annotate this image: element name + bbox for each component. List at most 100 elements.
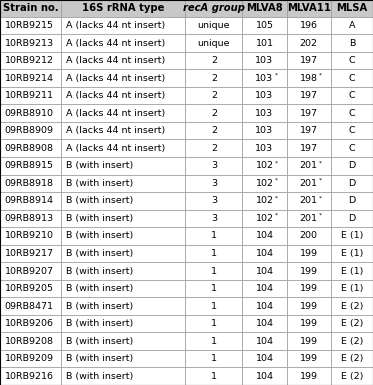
Bar (0, 367, 61, 385)
Text: 199: 199 (300, 266, 318, 276)
Bar (61, 87, 185, 104)
Text: 10RB9214: 10RB9214 (4, 74, 53, 83)
Bar (242, 0, 286, 17)
Bar (185, 157, 242, 174)
Text: 2: 2 (211, 91, 217, 100)
Text: MLVA8: MLVA8 (246, 3, 283, 13)
Text: 201: 201 (300, 214, 318, 223)
Text: 199: 199 (300, 354, 318, 363)
Bar (185, 297, 242, 315)
Text: 102: 102 (256, 161, 273, 170)
Bar (0, 34, 61, 52)
Text: A (lacks 44 nt insert): A (lacks 44 nt insert) (66, 109, 165, 118)
Bar (286, 245, 331, 262)
Bar (0, 69, 61, 87)
Text: 104: 104 (256, 372, 273, 381)
Text: 09RB8908: 09RB8908 (4, 144, 53, 153)
Text: 104: 104 (256, 319, 273, 328)
Bar (0, 104, 61, 122)
Text: 104: 104 (256, 266, 273, 276)
Bar (61, 17, 185, 34)
Bar (286, 17, 331, 34)
Text: 197: 197 (300, 109, 318, 118)
Bar (0, 332, 61, 350)
Text: C: C (349, 144, 355, 153)
Bar (185, 17, 242, 34)
Bar (286, 139, 331, 157)
Text: B (with insert): B (with insert) (66, 301, 133, 311)
Bar (61, 332, 185, 350)
Bar (286, 262, 331, 280)
Bar (0, 87, 61, 104)
Text: 10RB9207: 10RB9207 (4, 266, 53, 276)
Text: unique: unique (198, 38, 230, 47)
Bar (331, 139, 373, 157)
Bar (242, 174, 286, 192)
Bar (242, 367, 286, 385)
Text: 200: 200 (300, 231, 318, 241)
Bar (185, 192, 242, 210)
Bar (61, 192, 185, 210)
Text: 1: 1 (211, 354, 217, 363)
Bar (242, 34, 286, 52)
Text: 103: 103 (256, 144, 273, 153)
Bar (0, 227, 61, 245)
Bar (286, 174, 331, 192)
Bar (286, 280, 331, 297)
Text: 199: 199 (300, 372, 318, 381)
Text: 3: 3 (211, 179, 217, 188)
Text: 104: 104 (256, 336, 273, 346)
Text: 1: 1 (211, 336, 217, 346)
Bar (286, 157, 331, 174)
Text: 102: 102 (256, 179, 273, 188)
Text: 197: 197 (300, 126, 318, 135)
Text: D: D (348, 214, 355, 223)
Bar (331, 262, 373, 280)
Text: 1: 1 (211, 284, 217, 293)
Text: B: B (349, 38, 355, 47)
Bar (331, 122, 373, 139)
Text: *: * (319, 195, 322, 200)
Bar (0, 280, 61, 297)
Bar (0, 297, 61, 315)
Bar (242, 69, 286, 87)
Bar (286, 315, 331, 332)
Text: 09RB8915: 09RB8915 (4, 161, 53, 170)
Bar (185, 69, 242, 87)
Bar (61, 227, 185, 245)
Bar (331, 192, 373, 210)
Text: A (lacks 44 nt insert): A (lacks 44 nt insert) (66, 91, 165, 100)
Bar (61, 104, 185, 122)
Text: 104: 104 (256, 231, 273, 241)
Text: 09RB8918: 09RB8918 (4, 179, 53, 188)
Bar (331, 69, 373, 87)
Text: B (with insert): B (with insert) (66, 284, 133, 293)
Text: B (with insert): B (with insert) (66, 179, 133, 188)
Bar (61, 34, 185, 52)
Text: C: C (349, 91, 355, 100)
Text: 10RB9209: 10RB9209 (4, 354, 53, 363)
Bar (61, 69, 185, 87)
Bar (61, 52, 185, 69)
Text: D: D (348, 196, 355, 205)
Text: *: * (319, 213, 322, 218)
Text: A (lacks 44 nt insert): A (lacks 44 nt insert) (66, 74, 165, 83)
Bar (185, 262, 242, 280)
Bar (331, 17, 373, 34)
Bar (331, 315, 373, 332)
Bar (331, 157, 373, 174)
Text: 104: 104 (256, 354, 273, 363)
Text: B (with insert): B (with insert) (66, 231, 133, 241)
Text: 197: 197 (300, 144, 318, 153)
Bar (286, 210, 331, 227)
Bar (242, 17, 286, 34)
Text: A (lacks 44 nt insert): A (lacks 44 nt insert) (66, 21, 165, 30)
Text: 10RB9217: 10RB9217 (4, 249, 53, 258)
Bar (0, 192, 61, 210)
Text: 102: 102 (256, 196, 273, 205)
Bar (331, 52, 373, 69)
Text: 09RB8913: 09RB8913 (4, 214, 54, 223)
Bar (286, 52, 331, 69)
Text: A (lacks 44 nt insert): A (lacks 44 nt insert) (66, 38, 165, 47)
Bar (286, 192, 331, 210)
